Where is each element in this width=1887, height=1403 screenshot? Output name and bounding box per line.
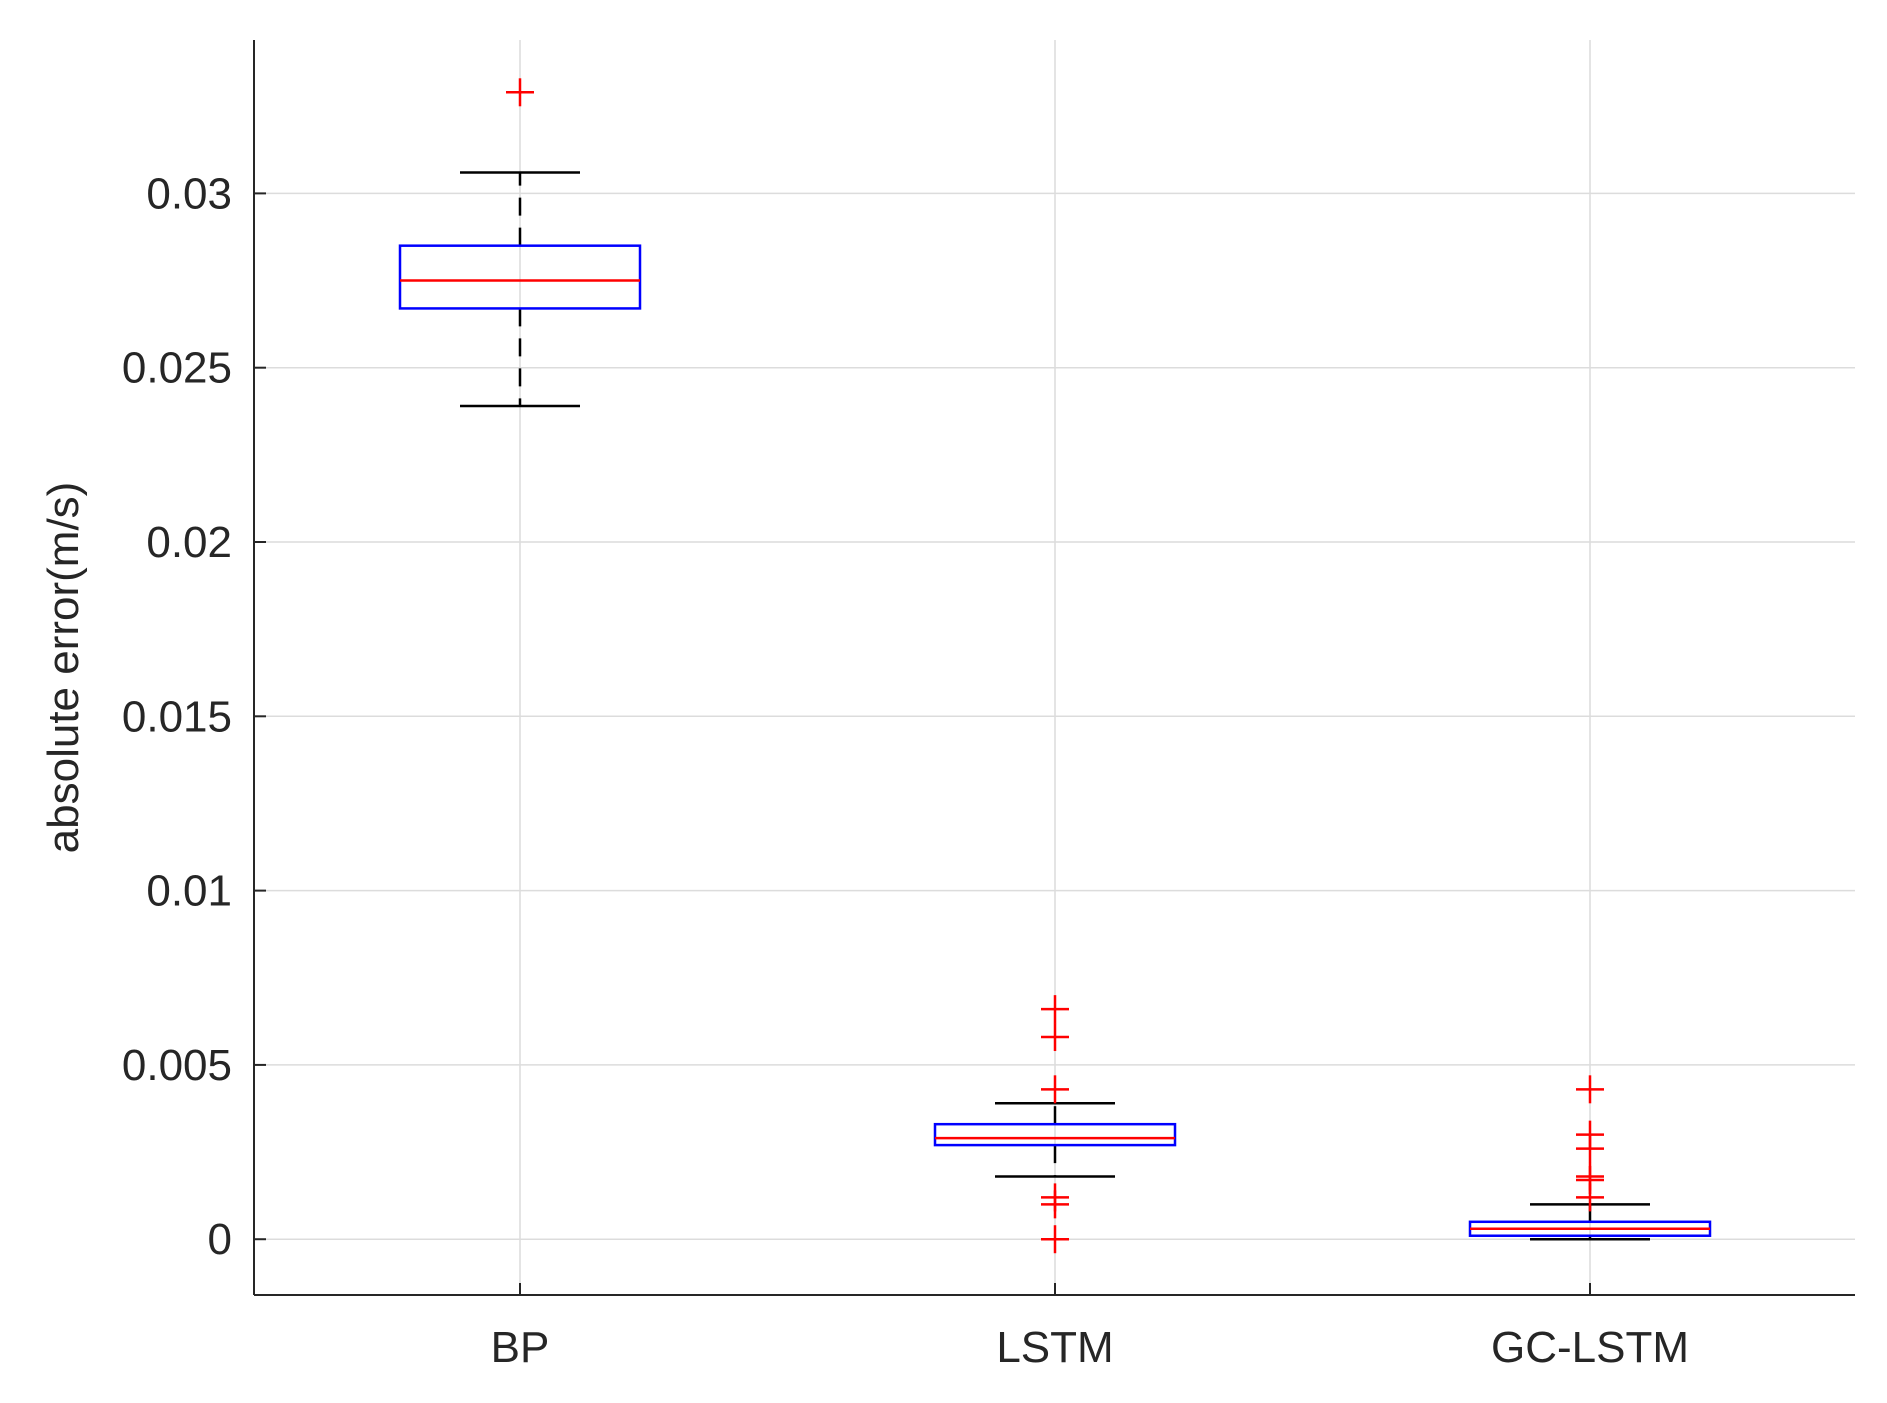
outlier-marker: [1576, 1162, 1604, 1191]
outlier-marker: [1576, 1120, 1604, 1149]
x-tick-label: BP: [491, 1323, 550, 1372]
box-gc-lstm: [1468, 1075, 1712, 1241]
y-tick-label: 0.025: [122, 344, 232, 393]
y-tick-label: 0: [208, 1215, 232, 1264]
outlier-marker: [1041, 1023, 1069, 1052]
box-iqr: [398, 244, 642, 310]
outlier-marker: [1041, 1075, 1069, 1104]
box-lstm: [933, 995, 1177, 1254]
outlier-marker: [506, 78, 534, 107]
x-tick-label: GC-LSTM: [1491, 1323, 1689, 1372]
y-axis-title: absolute error(m/s): [39, 482, 88, 854]
outlier-marker: [1041, 1183, 1069, 1212]
outlier-marker: [1576, 1075, 1604, 1104]
box-iqr: [933, 1122, 1177, 1147]
outlier-marker: [1041, 995, 1069, 1024]
y-tick-label: 0.01: [146, 867, 232, 916]
box-bp: [398, 78, 642, 408]
y-tick-label: 0.03: [146, 169, 232, 218]
y-tick-label: 0.005: [122, 1041, 232, 1090]
y-tick-label: 0.015: [122, 692, 232, 741]
y-tick-label: 0.02: [146, 518, 232, 567]
outlier-marker: [1041, 1225, 1069, 1254]
x-tick-label: LSTM: [996, 1323, 1113, 1372]
